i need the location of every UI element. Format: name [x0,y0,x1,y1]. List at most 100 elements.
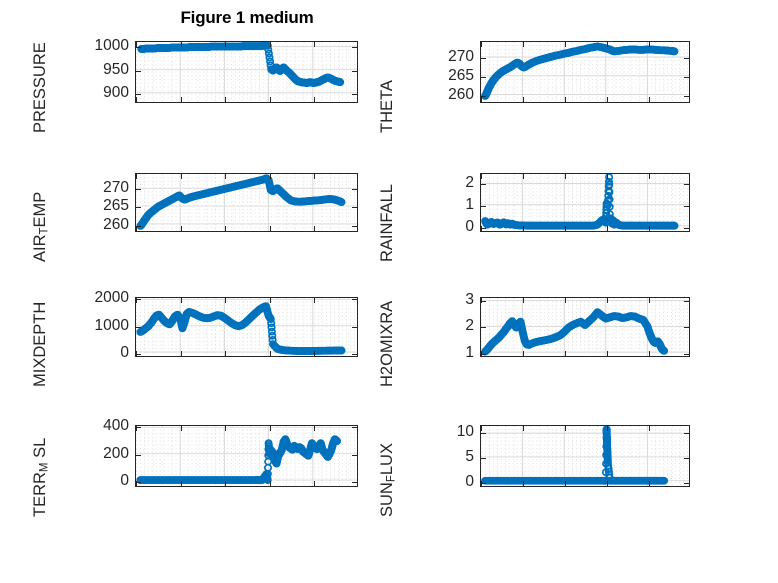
x-tick [523,481,524,486]
y-tick-label: 0 [465,217,474,235]
x-tick [225,481,227,486]
data-series-terr_msl [136,435,342,484]
x-tick-top [269,298,271,303]
x-tick-top [180,298,182,303]
y-tick [481,354,486,355]
plot-panel-h2o_mixra [480,297,690,357]
y-tick [481,457,486,459]
y-tick [481,96,486,98]
plot-panel-terr_msl [135,425,358,487]
y-tick-right [684,327,689,329]
y-axis-title-sun_flux: SUNFLUX [378,443,398,517]
y-tick [136,225,141,227]
x-tick [607,226,608,231]
plot-panel-pressure [135,41,358,103]
y-tick-label: 260 [448,86,474,104]
x-tick-top [565,426,566,431]
y-tick-label: 950 [103,60,129,78]
y-axis-title-rainfall: RAINFALL [378,184,396,262]
y-tick [481,482,486,484]
x-tick-top [180,42,182,47]
y-tick-right [352,94,357,96]
plot-panel-sun_flux [480,425,690,487]
y-tick-right [352,427,357,429]
x-tick-top [225,174,227,179]
y-tick-label: 200 [103,444,129,462]
y-tick [136,353,141,355]
x-tick-top [180,426,182,431]
plot-panel-mixdepth [135,297,358,357]
y-axis-title-terr_msl: TERRM SL [31,437,51,517]
y-tick [481,327,486,329]
x-tick [180,481,182,486]
y-tick [136,94,141,96]
figure-title: Figure 1 medium [180,8,314,27]
y-tick-right [684,205,689,207]
x-tick-top [649,42,650,47]
y-tick-label: 3 [465,290,474,308]
y-tick [481,183,486,185]
y-tick-right [684,457,689,459]
y-axis-title-air_temp: AIRTEMP [31,191,51,262]
data-series-pressure [137,42,345,88]
y-axis-title-theta: THETA [378,80,396,133]
x-tick-top [136,298,137,303]
x-tick [225,351,227,356]
y-tick-label: 1000 [94,36,129,54]
y-tick-right [684,96,689,98]
y-tick-right [352,70,357,72]
x-tick [225,97,227,102]
x-tick [180,97,182,102]
x-tick-top [136,42,137,47]
x-tick [565,351,566,356]
x-tick [523,351,524,356]
data-series-theta [481,42,679,100]
x-tick [565,226,566,231]
x-tick-top [314,174,316,179]
x-tick [136,351,137,356]
y-tick-right [684,76,689,78]
x-tick [314,351,316,356]
y-tick [136,70,141,72]
y-axis-title-mixdepth: MIXDEPTH [31,301,49,387]
x-tick [269,481,271,486]
y-tick [136,427,141,429]
x-tick [269,351,271,356]
x-tick-top [481,42,482,47]
x-tick-top [136,174,137,179]
x-tick [269,97,271,102]
x-tick-top [481,174,482,179]
y-tick-label: 0 [120,471,129,489]
plot-panel-theta [480,41,690,103]
x-tick [269,226,271,231]
x-tick-top [607,298,608,303]
x-tick [481,97,482,102]
y-tick-label: 0 [120,343,129,361]
x-tick-top [649,426,650,431]
x-tick-top [481,298,482,303]
x-tick-top [180,174,182,179]
y-tick [136,481,141,483]
x-tick [180,226,182,231]
y-tick-right [352,454,357,456]
y-tick-right [352,326,357,328]
x-tick [136,226,137,231]
x-tick-top [565,42,566,47]
x-tick [607,351,608,356]
y-tick-label: 400 [103,417,129,435]
x-tick-top [269,426,271,431]
x-tick-top [314,426,316,431]
x-tick [314,97,316,102]
x-tick-top [523,174,524,179]
x-tick [565,481,566,486]
plot-panel-rainfall [480,173,690,232]
x-tick-top [269,174,271,179]
x-tick-top [607,42,608,47]
x-tick [649,226,650,231]
x-tick [481,351,482,356]
y-tick [481,57,486,59]
y-axis-title-h2o_mixra: H2OMIXRA [378,300,396,387]
x-tick-top [607,174,608,179]
y-tick [481,205,486,207]
x-tick-top [565,174,566,179]
